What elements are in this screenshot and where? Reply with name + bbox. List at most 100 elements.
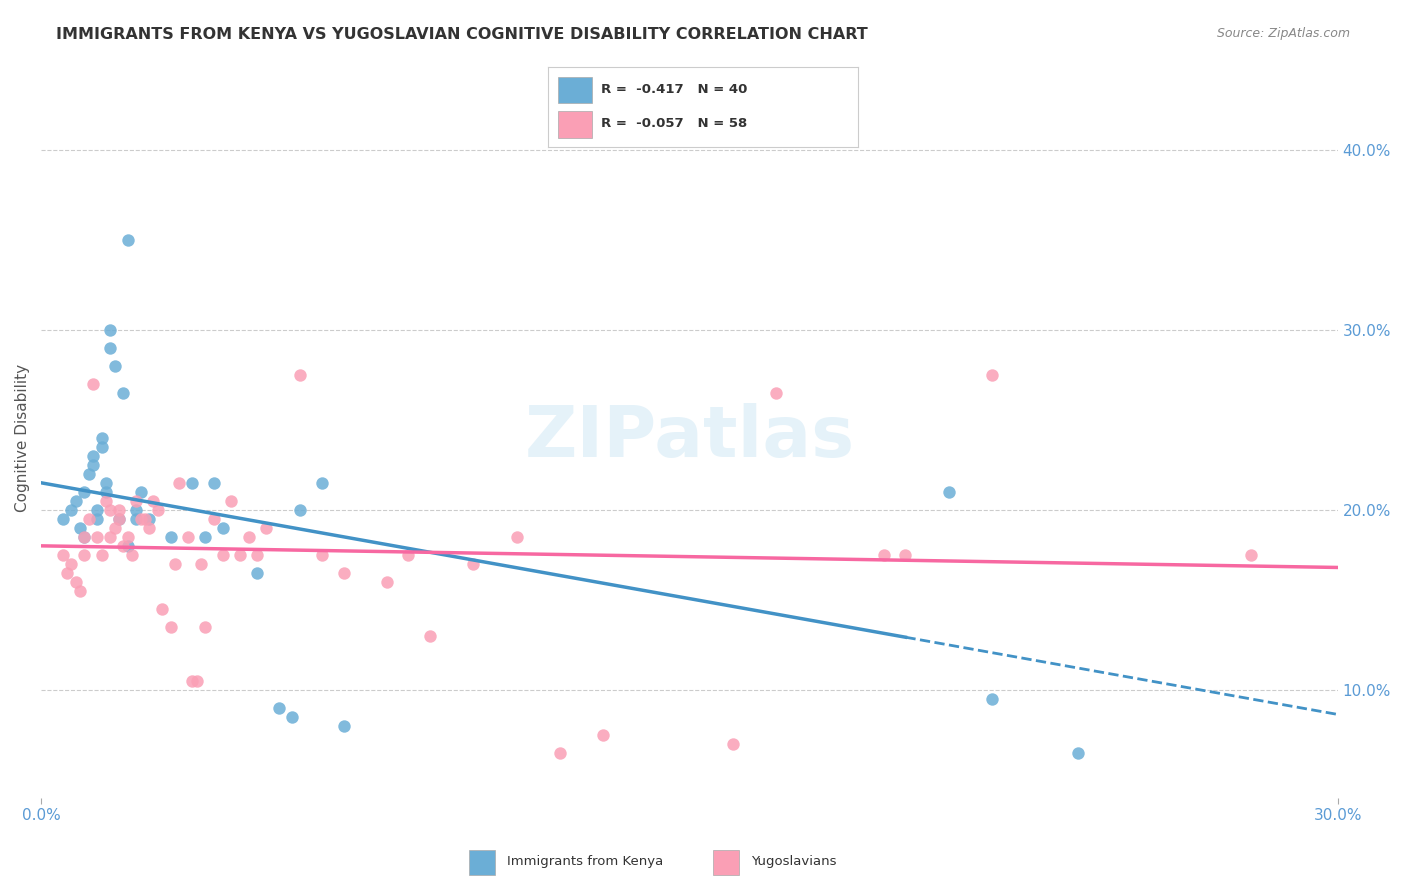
Point: [159, 620, 181, 634]
Point: [60, 503, 83, 517]
Point: [219, 493, 242, 508]
Point: [86, 512, 108, 526]
Point: [82, 376, 104, 391]
Point: [181, 673, 204, 688]
Point: [138, 512, 160, 526]
Point: [142, 493, 165, 508]
FancyBboxPatch shape: [713, 850, 740, 875]
Text: R =  -0.057   N = 58: R = -0.057 N = 58: [600, 118, 747, 130]
Point: [77, 467, 100, 481]
Point: [86, 530, 108, 544]
Point: [129, 484, 152, 499]
Point: [190, 557, 212, 571]
Point: [117, 539, 139, 553]
Point: [980, 692, 1002, 706]
Y-axis label: Cognitive Disability: Cognitive Disability: [15, 364, 30, 512]
Point: [134, 512, 156, 526]
Point: [290, 368, 312, 382]
Point: [73, 484, 96, 499]
Point: [202, 512, 225, 526]
Point: [938, 484, 960, 499]
Point: [246, 548, 269, 562]
Text: ZIPatlas: ZIPatlas: [524, 403, 855, 472]
Point: [77, 512, 100, 526]
Point: [98, 323, 121, 337]
Point: [94, 484, 117, 499]
Point: [186, 673, 208, 688]
Point: [69, 521, 91, 535]
Point: [56, 566, 79, 580]
Point: [98, 530, 121, 544]
Point: [463, 557, 485, 571]
Point: [238, 530, 260, 544]
Point: [90, 548, 112, 562]
Point: [121, 548, 143, 562]
Text: Immigrants from Kenya: Immigrants from Kenya: [508, 855, 664, 868]
Point: [98, 503, 121, 517]
Point: [86, 503, 108, 517]
Point: [94, 475, 117, 490]
Point: [267, 701, 290, 715]
Point: [108, 512, 131, 526]
Point: [177, 530, 200, 544]
Point: [202, 475, 225, 490]
Point: [873, 548, 896, 562]
Point: [194, 530, 217, 544]
Point: [65, 574, 87, 589]
Text: Source: ZipAtlas.com: Source: ZipAtlas.com: [1216, 27, 1350, 40]
Point: [125, 503, 148, 517]
Point: [94, 493, 117, 508]
Point: [311, 475, 333, 490]
Point: [721, 737, 744, 751]
Point: [398, 548, 420, 562]
Point: [112, 539, 135, 553]
Point: [332, 566, 354, 580]
Point: [117, 530, 139, 544]
Point: [150, 602, 173, 616]
Text: IMMIGRANTS FROM KENYA VS YUGOSLAVIAN COGNITIVE DISABILITY CORRELATION CHART: IMMIGRANTS FROM KENYA VS YUGOSLAVIAN COG…: [56, 27, 868, 42]
Point: [592, 728, 614, 742]
Point: [311, 548, 333, 562]
Point: [60, 557, 83, 571]
Point: [73, 548, 96, 562]
Point: [229, 548, 252, 562]
Point: [52, 548, 75, 562]
Point: [103, 521, 125, 535]
Point: [125, 512, 148, 526]
Point: [146, 503, 169, 517]
Point: [211, 548, 233, 562]
Point: [281, 710, 304, 724]
Point: [548, 746, 571, 760]
Point: [254, 521, 277, 535]
FancyBboxPatch shape: [558, 112, 592, 137]
Point: [82, 449, 104, 463]
Point: [108, 503, 131, 517]
Point: [1067, 746, 1090, 760]
Point: [98, 341, 121, 355]
Point: [505, 530, 527, 544]
Point: [246, 566, 269, 580]
Point: [159, 530, 181, 544]
Point: [894, 548, 917, 562]
Point: [211, 521, 233, 535]
Point: [90, 431, 112, 445]
Point: [332, 719, 354, 733]
Point: [138, 521, 160, 535]
Point: [73, 530, 96, 544]
Point: [194, 620, 217, 634]
Point: [112, 385, 135, 400]
Point: [290, 503, 312, 517]
Point: [90, 440, 112, 454]
Point: [980, 368, 1002, 382]
FancyBboxPatch shape: [468, 850, 495, 875]
Point: [129, 512, 152, 526]
Point: [765, 385, 787, 400]
Point: [169, 475, 191, 490]
Point: [117, 233, 139, 247]
Point: [1240, 548, 1263, 562]
Point: [69, 583, 91, 598]
Point: [181, 475, 204, 490]
Point: [419, 629, 441, 643]
Point: [73, 530, 96, 544]
Text: R =  -0.417   N = 40: R = -0.417 N = 40: [600, 83, 748, 95]
